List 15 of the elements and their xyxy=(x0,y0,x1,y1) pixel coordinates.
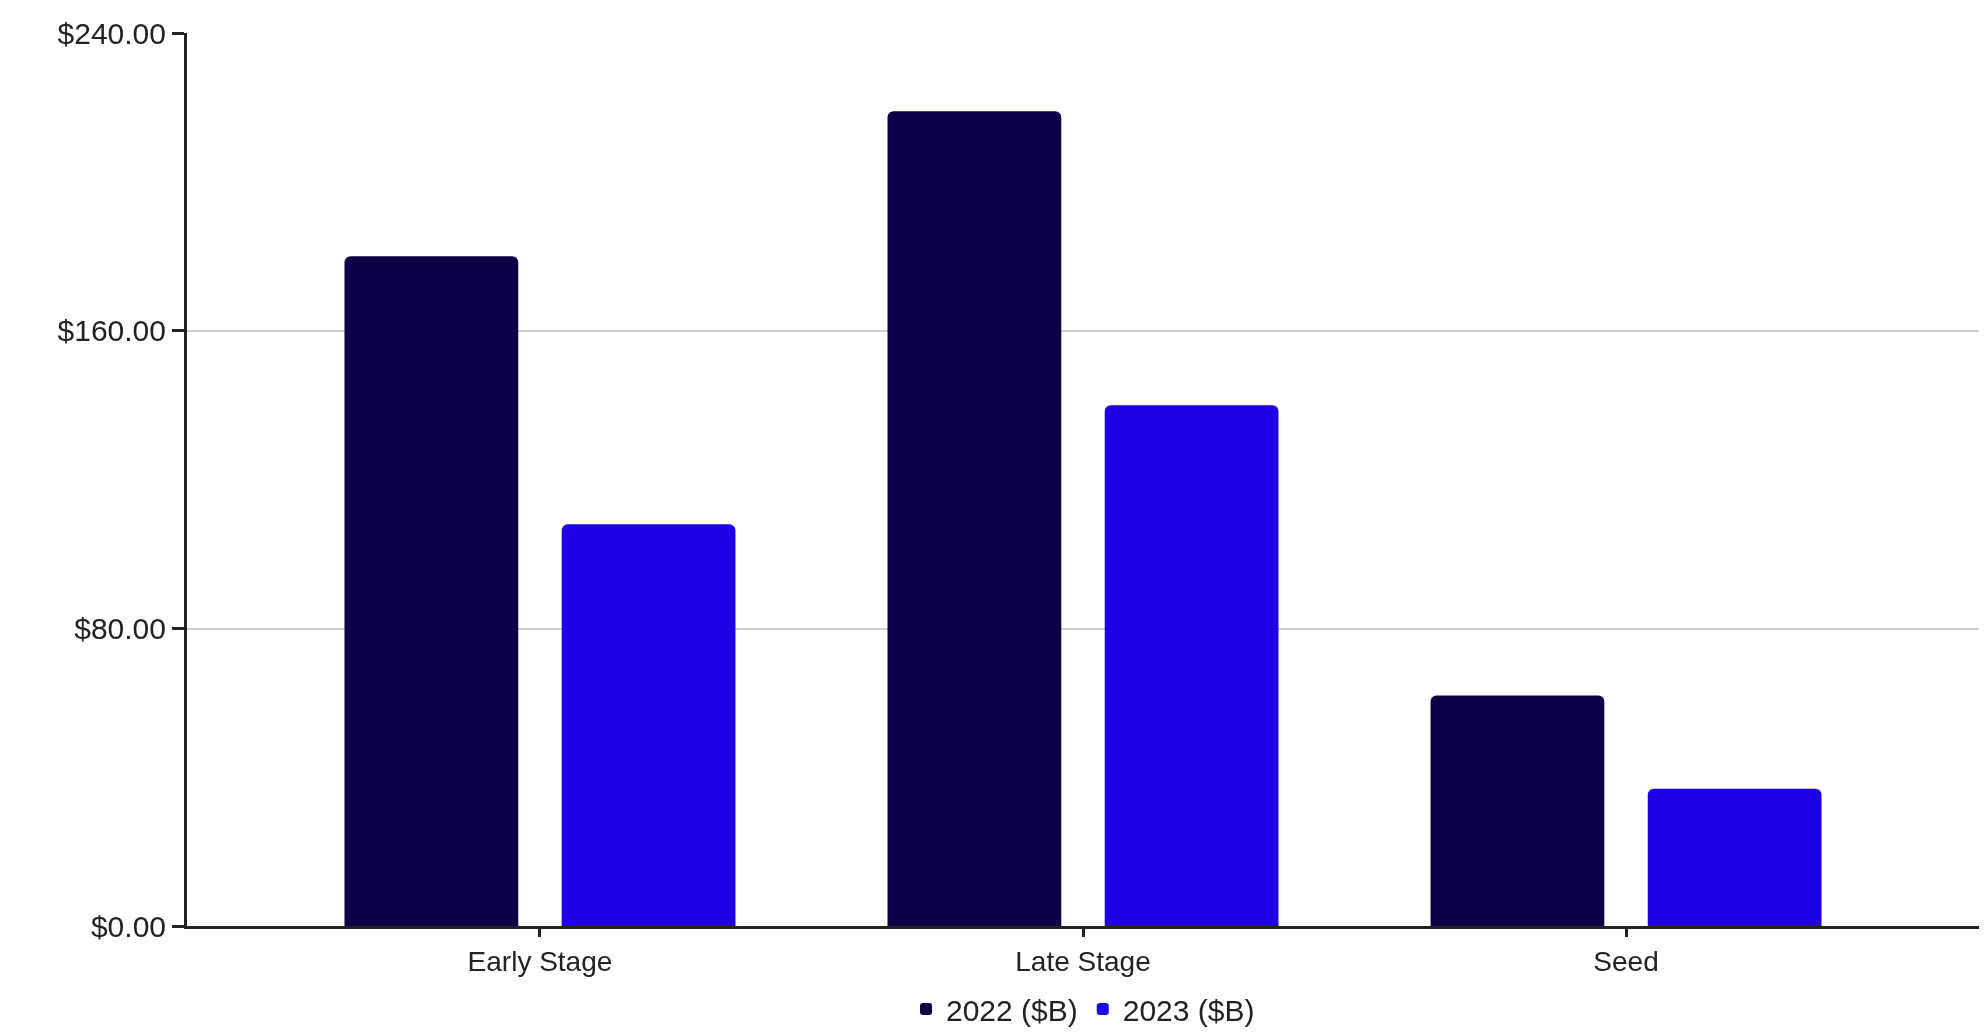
y-tick-label: $80.00 xyxy=(74,612,166,646)
bar xyxy=(1430,695,1605,927)
y-tick-label: $160.00 xyxy=(57,314,166,348)
y-tick-label: $0.00 xyxy=(90,909,166,943)
bar xyxy=(344,256,519,927)
y-tick-label: $240.00 xyxy=(57,16,166,50)
bar xyxy=(1647,788,1822,927)
x-tick-label: Late Stage xyxy=(1015,946,1151,977)
bar xyxy=(1104,405,1279,927)
legend-label: 2023 ($B) xyxy=(1122,993,1255,1027)
legend-label: 2022 ($B) xyxy=(946,993,1078,1027)
bar xyxy=(887,111,1062,927)
x-tick-label: Seed xyxy=(1593,946,1659,977)
bar xyxy=(561,524,736,927)
x-tick-label: Early Stage xyxy=(467,946,613,977)
